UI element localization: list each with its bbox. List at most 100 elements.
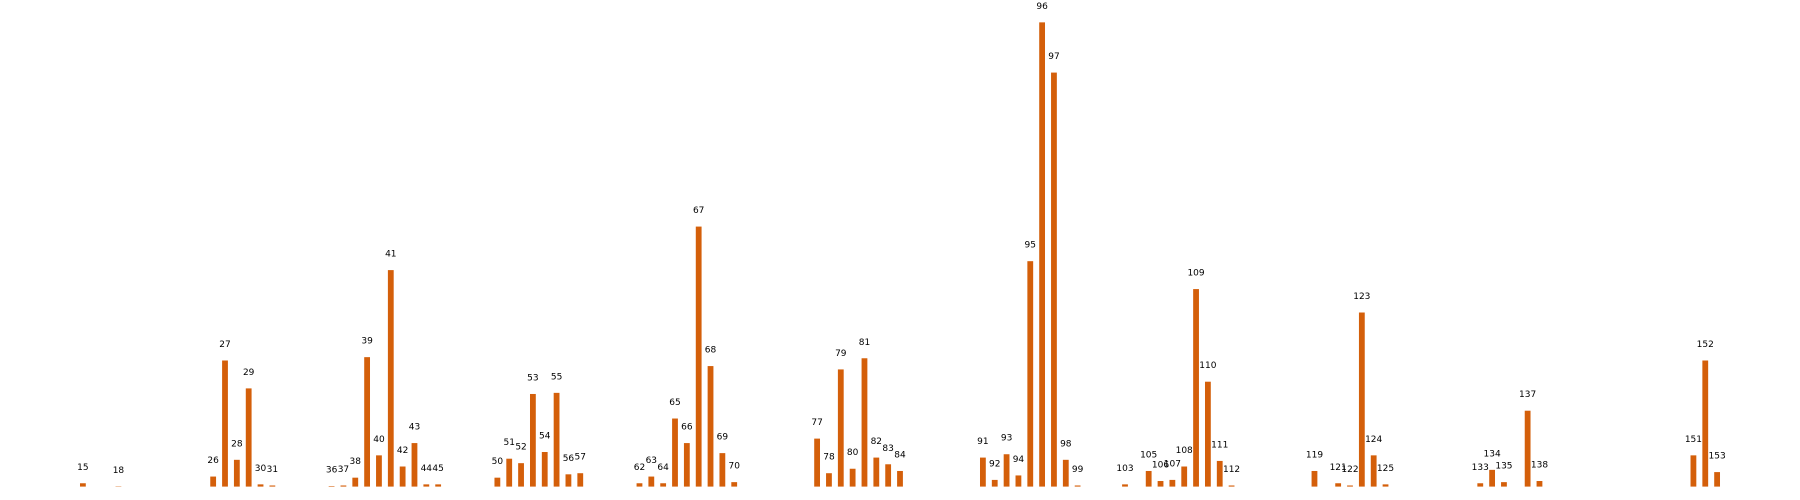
bar-label: 30 (255, 464, 267, 474)
bar (1358, 312, 1365, 487)
bar (1169, 479, 1176, 487)
bar (387, 270, 394, 487)
bar (1370, 455, 1377, 487)
bar (719, 453, 726, 487)
bar-label: 123 (1353, 292, 1370, 302)
bar-label: 135 (1495, 462, 1512, 472)
bar-label: 57 (575, 453, 586, 463)
bar (1051, 72, 1057, 487)
bar-label: 94 (1013, 455, 1025, 465)
bar (873, 457, 880, 487)
bar (979, 457, 986, 487)
bar (553, 392, 560, 487)
bar-label: 66 (681, 423, 693, 433)
bar-label: 41 (385, 250, 396, 260)
bar (423, 484, 430, 487)
bar (991, 479, 998, 487)
bar-label: 52 (515, 443, 526, 453)
bar (565, 474, 572, 487)
bar-label: 45 (432, 464, 443, 474)
bar (1714, 472, 1721, 487)
bar (731, 482, 738, 487)
bar-label: 44 (421, 464, 433, 474)
bar (1145, 470, 1152, 487)
bar-label: 64 (657, 463, 669, 473)
bar (269, 485, 276, 487)
bar-label: 124 (1365, 435, 1382, 445)
bar-label: 151 (1685, 435, 1702, 445)
bar (648, 476, 655, 487)
bar (494, 477, 501, 487)
bar-label: 53 (527, 373, 538, 383)
bar-label: 110 (1199, 361, 1216, 371)
bar-label: 18 (113, 466, 125, 476)
bar-label: 125 (1377, 464, 1394, 474)
bar (826, 473, 832, 487)
bar (79, 483, 86, 487)
bar (707, 366, 714, 487)
bar-label: 68 (705, 346, 717, 356)
bar (861, 358, 868, 487)
bar-label: 107 (1164, 459, 1181, 469)
bar (1181, 466, 1188, 487)
bar-label: 97 (1048, 52, 1059, 62)
bar (897, 470, 903, 487)
bar (636, 483, 643, 487)
bar-label: 63 (646, 456, 657, 466)
bar (1015, 475, 1022, 487)
bar-label: 36 (326, 466, 338, 476)
bar-label: 31 (267, 465, 278, 475)
bar-label: 81 (859, 338, 870, 348)
bar (1157, 481, 1164, 487)
bar (660, 483, 667, 487)
bar (376, 455, 382, 487)
bar-label: 105 (1140, 450, 1157, 460)
bar-label: 56 (563, 454, 575, 464)
bar-label: 84 (894, 450, 906, 460)
bar (257, 484, 264, 487)
bar-label: 109 (1187, 269, 1204, 279)
bar-label: 27 (219, 340, 230, 350)
bar-label: 152 (1697, 340, 1714, 350)
bar-label: 121 (1330, 463, 1347, 473)
bar (1690, 455, 1697, 487)
bar-label: 51 (503, 438, 514, 448)
bar (1489, 469, 1496, 487)
bar-label: 43 (409, 423, 420, 433)
bar-label: 93 (1001, 434, 1012, 444)
bar-label: 122 (1341, 465, 1358, 475)
bar-label: 38 (350, 457, 362, 467)
bar-label: 95 (1025, 241, 1036, 251)
bar (1216, 460, 1223, 487)
bar (1204, 381, 1211, 487)
bar-label: 62 (634, 463, 645, 473)
bar (683, 443, 690, 487)
bar (435, 484, 442, 487)
bar-label: 40 (373, 435, 385, 445)
bar (1335, 483, 1342, 487)
bar (1347, 485, 1353, 487)
bar-label: 134 (1484, 449, 1501, 459)
bar-label: 37 (338, 465, 349, 475)
bar (1477, 483, 1484, 487)
bar-label: 111 (1211, 440, 1228, 450)
bar-label: 28 (231, 439, 243, 449)
bar-label: 82 (871, 437, 882, 447)
bar-label: 70 (728, 462, 740, 472)
bar (411, 443, 418, 487)
bar-label: 77 (811, 418, 822, 428)
bar (541, 452, 548, 487)
bar (1382, 484, 1389, 487)
bar (695, 226, 702, 487)
bar (506, 458, 513, 487)
bar-label: 15 (77, 463, 88, 473)
bar-label: 91 (977, 437, 988, 447)
bar-label: 98 (1060, 439, 1072, 449)
bar-label: 67 (693, 206, 704, 216)
bar (222, 360, 228, 487)
bar-label: 69 (717, 433, 729, 443)
bar (1501, 482, 1507, 487)
bar (1524, 410, 1531, 487)
bar (1062, 459, 1069, 487)
